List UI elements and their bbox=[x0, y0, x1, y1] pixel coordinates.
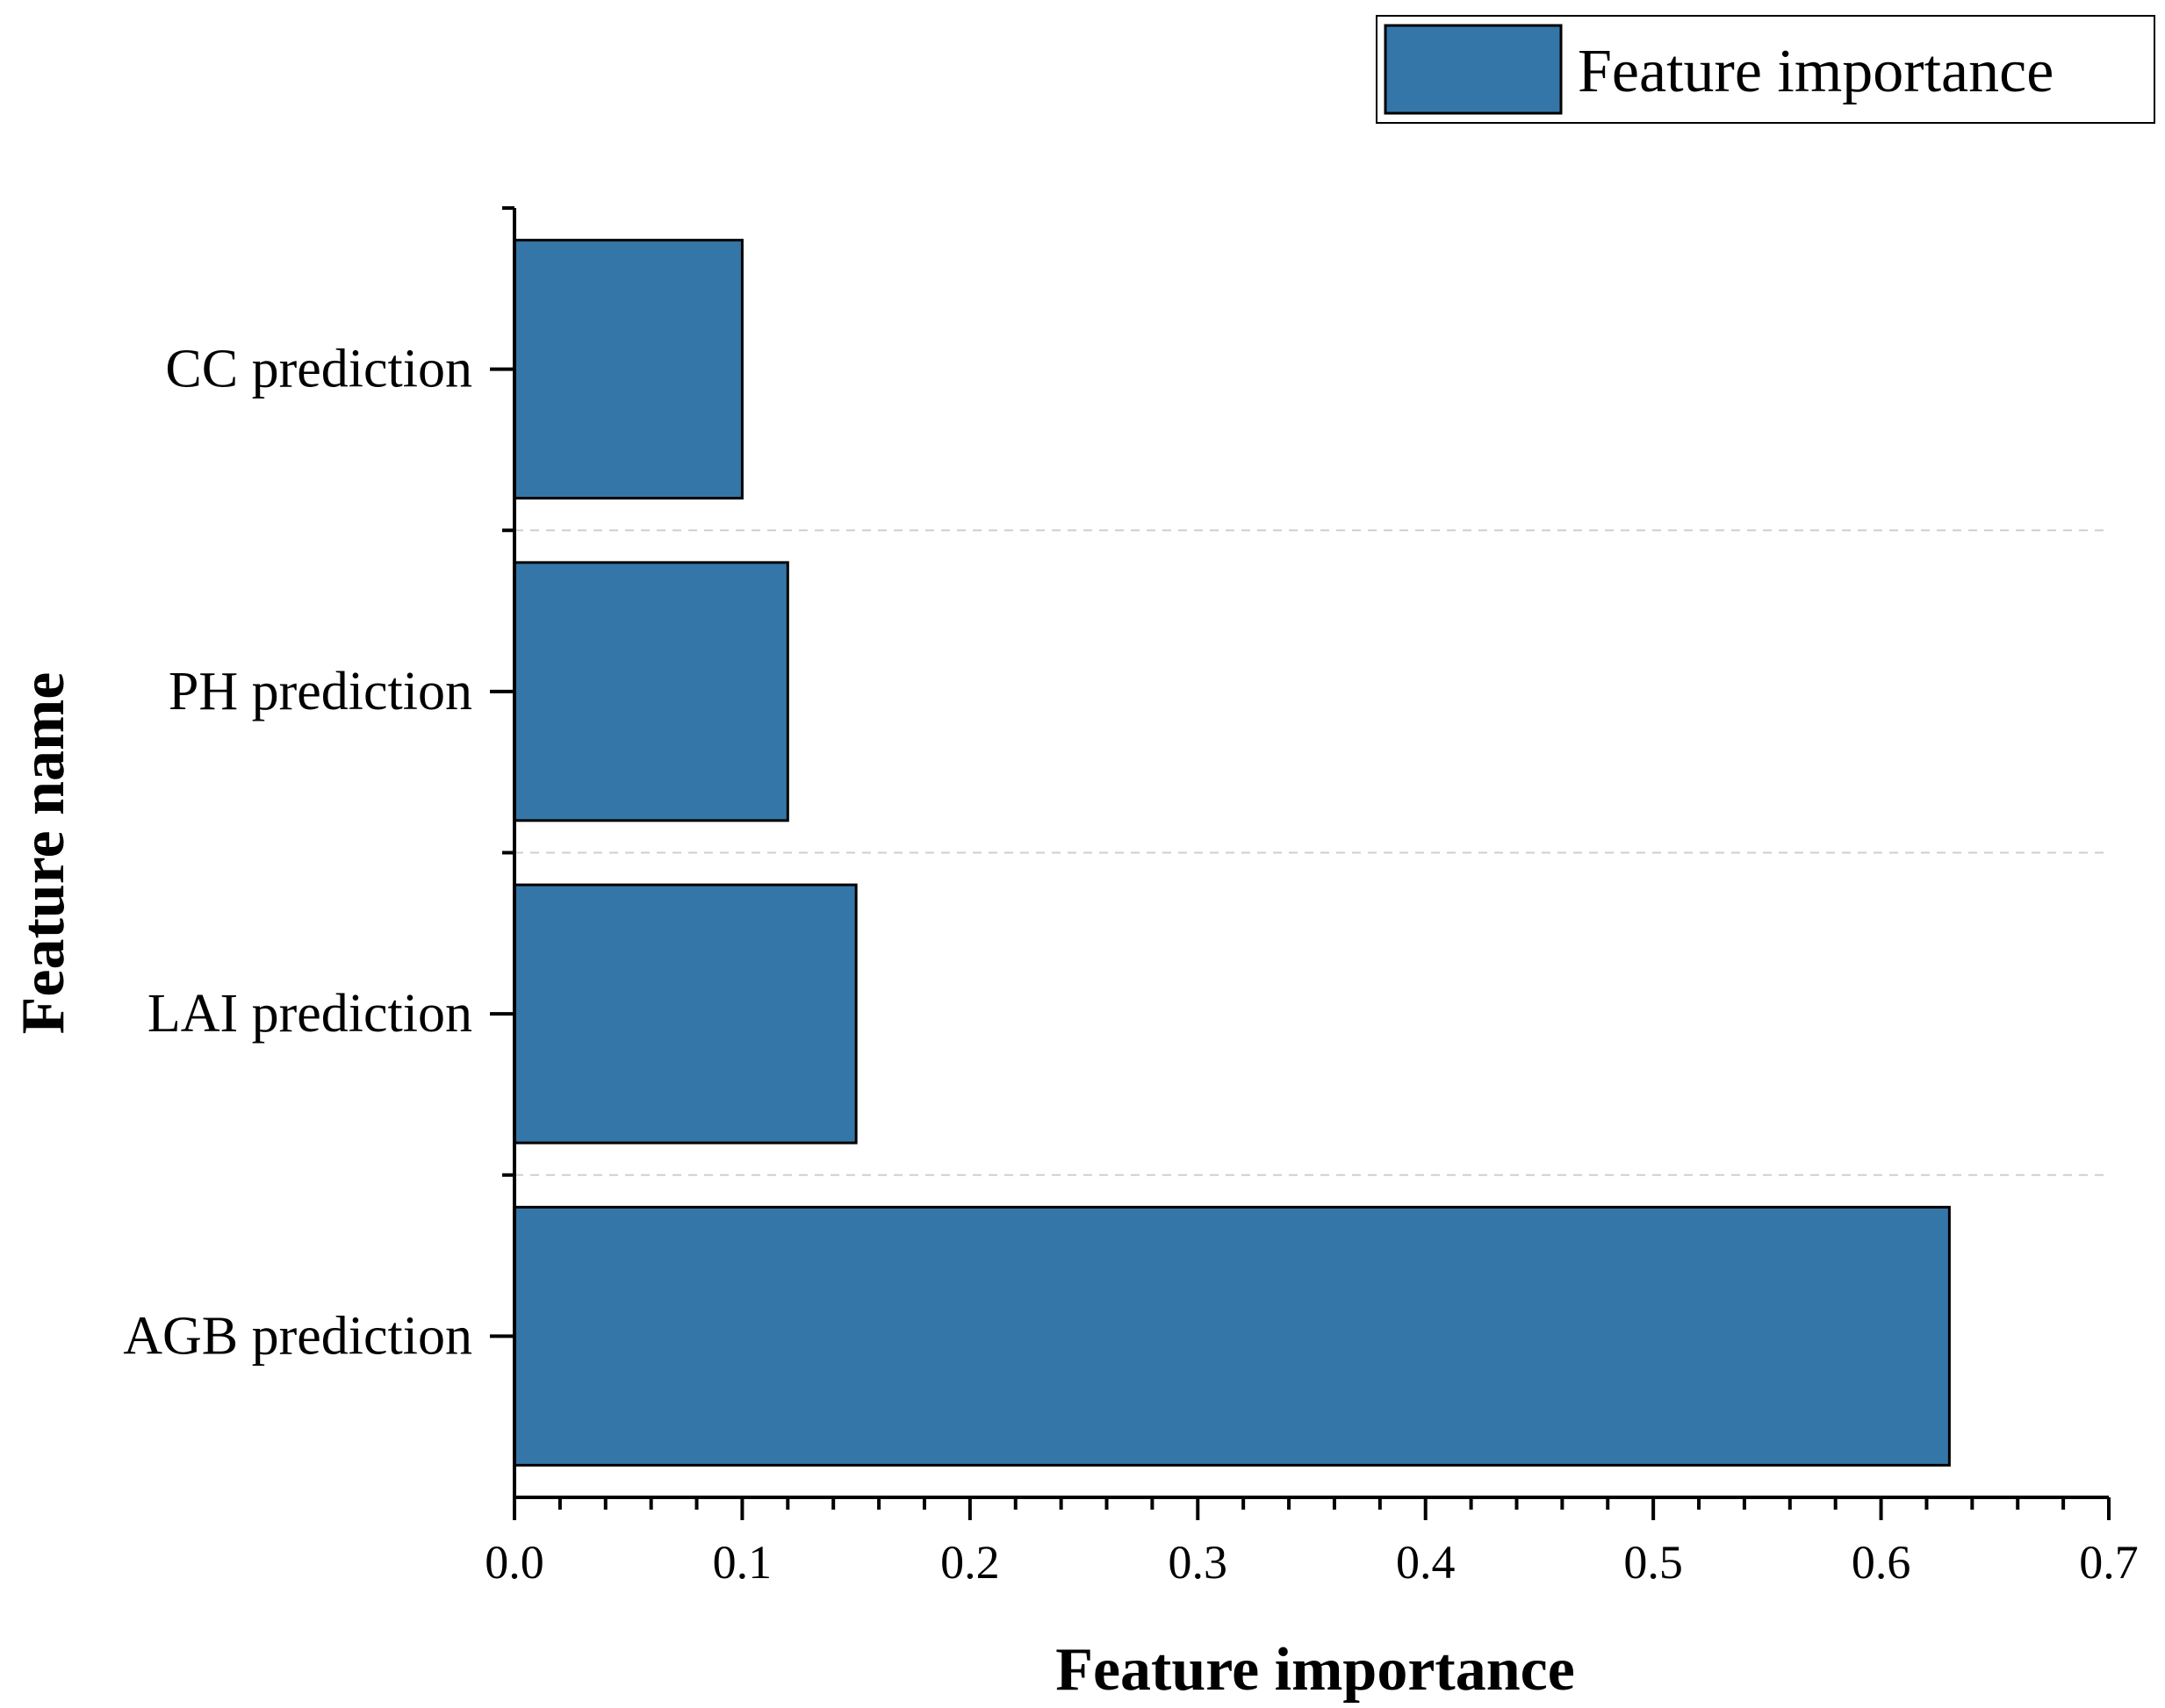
x-tick-label: 0.2 bbox=[940, 1536, 1000, 1589]
y-tick-label: CC prediction bbox=[165, 340, 472, 399]
legend-swatch bbox=[1384, 24, 1563, 115]
legend-label: Feature importance bbox=[1578, 38, 2054, 105]
y-tick-label: AGB prediction bbox=[123, 1306, 472, 1366]
bar-lai-prediction bbox=[513, 883, 858, 1145]
y-tick-label: LAI prediction bbox=[147, 984, 472, 1044]
y-axis-ticks: CC prediction PH prediction LAI prediction… bbox=[123, 206, 514, 1366]
bar-ph-prediction bbox=[513, 561, 789, 822]
x-tick-label: 0.1 bbox=[713, 1536, 773, 1589]
bar-agb-prediction bbox=[513, 1205, 1951, 1467]
x-tick-label: 0.7 bbox=[2079, 1536, 2139, 1589]
x-tick-label: 0.3 bbox=[1169, 1536, 1228, 1589]
bar-cc-prediction bbox=[513, 239, 744, 500]
y-axis-title: Feature name bbox=[10, 672, 77, 1035]
grid-lines bbox=[514, 529, 2109, 1176]
x-tick-label: 0.5 bbox=[1623, 1536, 1683, 1589]
x-tick-label: 0.0 bbox=[485, 1536, 544, 1589]
x-tick-label: 0.6 bbox=[1852, 1536, 1911, 1589]
x-axis-ticks: 0.0 0.1 0.2 0.3 0.4 0.5 0.6 0.7 bbox=[485, 1497, 2139, 1589]
bars bbox=[513, 239, 1951, 1467]
y-tick-label: PH prediction bbox=[169, 662, 472, 721]
legend: Feature importance bbox=[1376, 15, 2155, 124]
x-tick-label: 0.4 bbox=[1396, 1536, 1456, 1589]
x-axis-title: Feature importance bbox=[1055, 1636, 1575, 1704]
